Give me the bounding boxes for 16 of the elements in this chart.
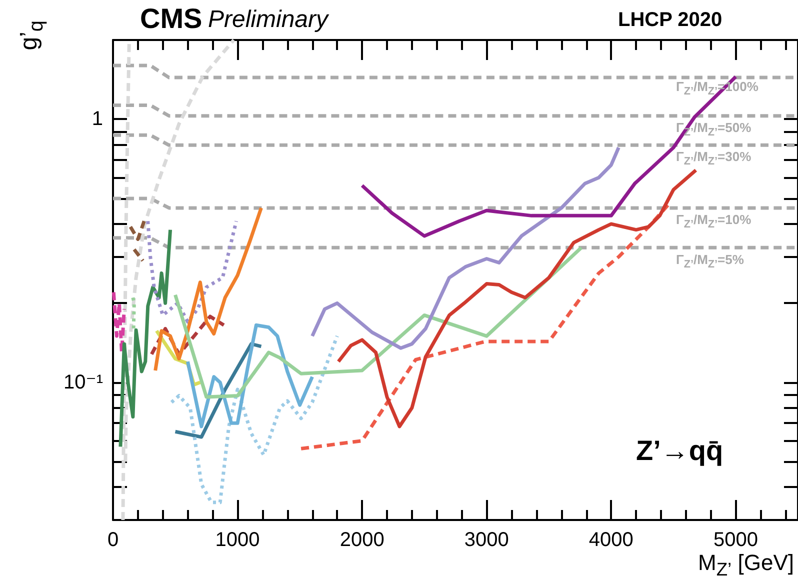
text: LHCP 2020	[618, 9, 722, 31]
annotation: Z’→qq̄	[636, 435, 724, 467]
x-tick-label: 4000	[588, 529, 634, 551]
annotation: Γ$_{Z’}$/M$_{Z’}$=10%	[676, 212, 752, 232]
x-tick-label: 3000	[464, 529, 509, 551]
y-tick-label: 10⁻¹	[64, 371, 104, 394]
x-axis-title: M$_{Z’}$ [GeV]	[698, 550, 794, 580]
x-tick-label: 5000	[713, 529, 758, 551]
x-tick-label: 2000	[340, 529, 384, 551]
annotation: Γ$_{Z’}$/M$_{Z’}$=5%	[676, 252, 744, 272]
x-tick-label: 0	[107, 529, 119, 551]
text: Preliminary	[208, 6, 328, 34]
text: CMS	[140, 3, 202, 35]
annotation: Γ$_{Z’}$/M$_{Z’}$=30%	[676, 149, 752, 168]
y-tick-label: 1	[92, 108, 103, 130]
x-tick-label: 1000	[215, 529, 260, 551]
